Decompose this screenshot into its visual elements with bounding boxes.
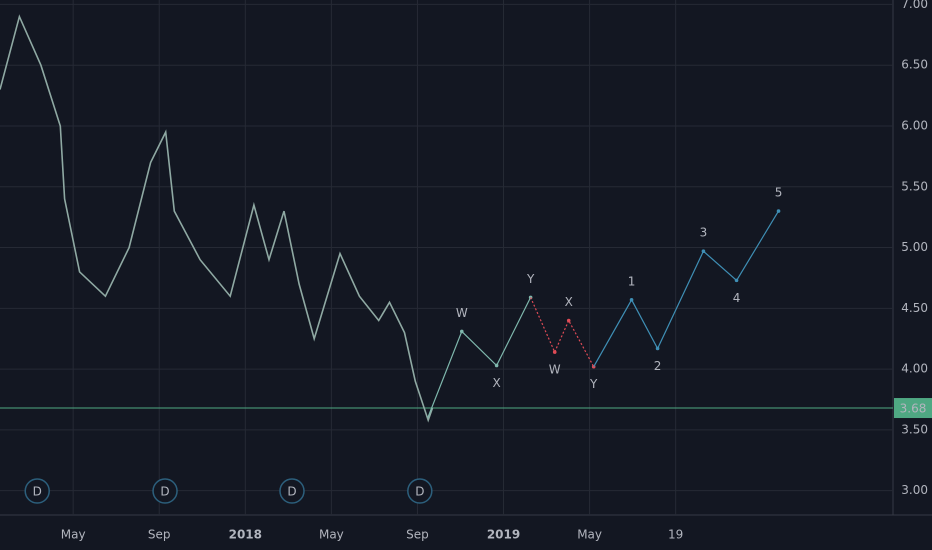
y-tick-label: 5.50 <box>901 179 928 193</box>
x-tick-label: 19 <box>668 528 683 542</box>
x-tick-label: Sep <box>406 528 429 542</box>
wave-label: 4 <box>733 291 741 305</box>
wave-label: W <box>549 363 561 377</box>
y-tick-label: 4.00 <box>901 362 928 376</box>
event-marker <box>24 478 50 504</box>
y-tick-label: 5.00 <box>901 240 928 254</box>
event-label: D <box>160 485 169 499</box>
wave-label: 1 <box>628 274 636 288</box>
wave-point <box>552 350 557 354</box>
wave-label: X <box>493 376 501 390</box>
x-tick-label: 2018 <box>229 528 262 542</box>
y-tick-label: 6.00 <box>901 118 928 132</box>
y-tick-label: 7.00 <box>901 0 928 11</box>
series-line <box>427 297 532 418</box>
wave-label: Y <box>589 377 598 391</box>
wave-label: Y <box>526 272 535 286</box>
x-tick-label: May <box>319 528 344 542</box>
last-price-label: 3.68 <box>900 402 927 416</box>
wave-label: 5 <box>775 186 783 200</box>
event-label: D <box>287 485 296 499</box>
wave-point <box>459 329 464 334</box>
wave-point <box>776 209 781 213</box>
y-tick-label: 3.00 <box>901 483 928 497</box>
wave-point <box>655 346 660 351</box>
event-marker <box>279 478 305 504</box>
x-tick-label: May <box>577 528 602 542</box>
event-marker <box>407 478 433 504</box>
last-price-box <box>894 398 932 419</box>
wave-label: 2 <box>654 359 662 373</box>
wave-label: X <box>565 295 573 309</box>
wave-point <box>734 278 739 283</box>
y-tick-label: 3.50 <box>901 422 928 436</box>
event-label: D <box>415 485 424 499</box>
wave-label: 3 <box>700 226 708 240</box>
series-line <box>530 297 595 367</box>
wave-point <box>566 318 571 323</box>
y-tick-label: 4.50 <box>901 301 928 315</box>
y-tick-label: 6.50 <box>901 58 928 72</box>
event-marker <box>152 478 178 504</box>
wave-point <box>629 298 634 302</box>
x-tick-label: Sep <box>148 528 171 542</box>
wave-point <box>494 363 499 368</box>
wave-label: W <box>456 306 468 320</box>
series-line <box>0 14 434 423</box>
x-tick-label: 2019 <box>487 528 520 542</box>
wave-point <box>701 249 706 254</box>
event-label: D <box>33 485 42 499</box>
x-tick-label: May <box>61 528 86 542</box>
series-line <box>593 210 780 367</box>
